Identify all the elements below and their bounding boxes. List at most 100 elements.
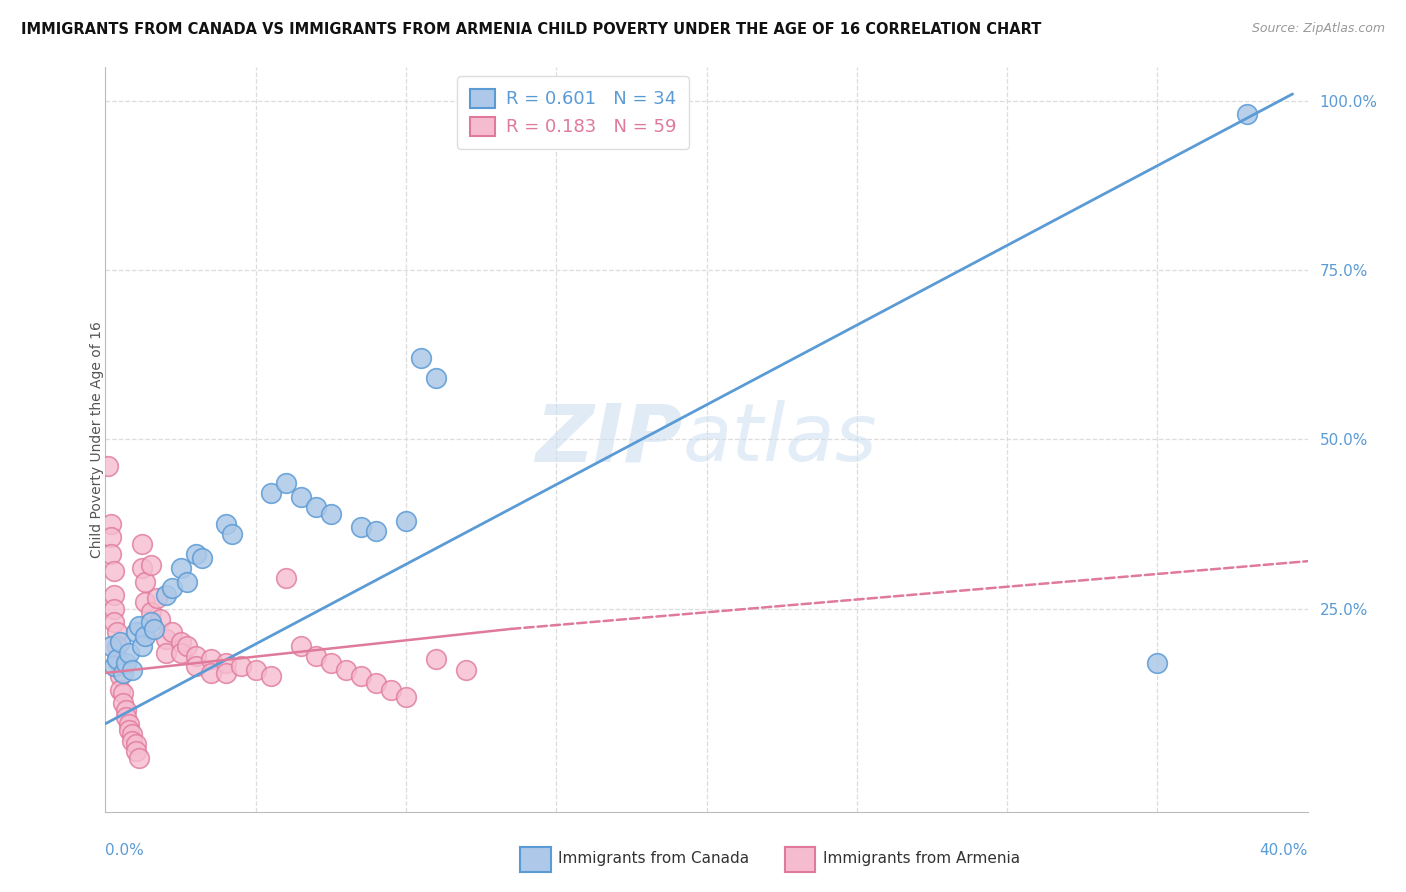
Point — [364, 676, 387, 690]
Point — [148, 612, 170, 626]
Text: IMMIGRANTS FROM CANADA VS IMMIGRANTS FROM ARMENIA CHILD POVERTY UNDER THE AGE OF: IMMIGRANTS FROM CANADA VS IMMIGRANTS FRO… — [21, 22, 1042, 37]
Point — [100, 639, 122, 653]
Point — [169, 635, 191, 649]
Point — [155, 632, 177, 646]
Point — [190, 550, 212, 565]
Text: atlas: atlas — [682, 401, 877, 478]
Point — [124, 744, 146, 758]
Point — [184, 659, 207, 673]
Point — [364, 524, 387, 538]
Point — [110, 659, 132, 673]
Text: ZIP: ZIP — [536, 401, 682, 478]
Point — [319, 656, 342, 670]
Point — [425, 652, 447, 666]
Point — [395, 690, 418, 704]
Point — [110, 669, 132, 683]
Point — [103, 565, 125, 579]
Point — [139, 558, 162, 572]
Point — [124, 737, 146, 751]
Point — [118, 716, 141, 731]
Point — [176, 574, 198, 589]
Point — [274, 476, 297, 491]
Point — [107, 639, 129, 653]
Point — [1236, 107, 1258, 121]
Point — [121, 733, 143, 747]
Point — [118, 646, 141, 660]
Text: 40.0%: 40.0% — [1260, 843, 1308, 858]
Point — [134, 595, 156, 609]
Point — [214, 516, 236, 531]
Point — [103, 588, 125, 602]
Point — [110, 682, 132, 697]
Point — [100, 531, 122, 545]
Legend: R = 0.601   N = 34, R = 0.183   N = 59: R = 0.601 N = 34, R = 0.183 N = 59 — [457, 76, 689, 149]
Point — [214, 656, 236, 670]
Point — [139, 615, 162, 629]
Point — [107, 652, 129, 666]
Point — [200, 652, 222, 666]
Point — [103, 659, 125, 673]
Point — [139, 605, 162, 619]
Point — [131, 639, 153, 653]
Point — [1146, 656, 1168, 670]
Point — [134, 574, 156, 589]
Point — [245, 663, 267, 677]
Point — [118, 723, 141, 738]
Point — [142, 622, 165, 636]
Point — [274, 571, 297, 585]
Point — [115, 656, 138, 670]
Point — [214, 665, 236, 680]
Text: Immigrants from Canada: Immigrants from Canada — [558, 851, 749, 865]
Point — [229, 659, 252, 673]
Text: Immigrants from Armenia: Immigrants from Armenia — [823, 851, 1019, 865]
Point — [112, 686, 135, 700]
Point — [145, 591, 167, 606]
Point — [128, 618, 150, 632]
Point — [110, 635, 132, 649]
Point — [454, 663, 477, 677]
Point — [184, 548, 207, 562]
Point — [121, 727, 143, 741]
Y-axis label: Child Poverty Under the Age of 16: Child Poverty Under the Age of 16 — [90, 321, 104, 558]
Text: Source: ZipAtlas.com: Source: ZipAtlas.com — [1251, 22, 1385, 36]
Point — [425, 371, 447, 385]
Point — [155, 646, 177, 660]
Point — [305, 500, 328, 514]
Point — [184, 648, 207, 663]
Text: 0.0%: 0.0% — [105, 843, 145, 858]
Point — [160, 582, 183, 596]
Point — [115, 710, 138, 724]
Point — [290, 639, 312, 653]
Point — [176, 639, 198, 653]
Point — [395, 514, 418, 528]
Point — [134, 629, 156, 643]
Point — [131, 561, 153, 575]
Point — [350, 669, 373, 683]
Point — [131, 537, 153, 551]
Point — [112, 665, 135, 680]
Point — [260, 669, 283, 683]
Point — [290, 490, 312, 504]
Point — [97, 459, 120, 474]
Point — [260, 486, 283, 500]
Point — [115, 703, 138, 717]
Point — [155, 588, 177, 602]
Point — [128, 750, 150, 764]
Point — [380, 682, 402, 697]
Point — [100, 548, 122, 562]
Point — [319, 507, 342, 521]
Point — [124, 625, 146, 640]
Point — [121, 663, 143, 677]
Point — [305, 648, 328, 663]
Point — [335, 663, 357, 677]
Point — [103, 615, 125, 629]
Point — [107, 625, 129, 640]
Point — [409, 351, 432, 365]
Point — [103, 601, 125, 615]
Point — [200, 665, 222, 680]
Point — [169, 561, 191, 575]
Point — [221, 527, 243, 541]
Point — [160, 625, 183, 640]
Point — [169, 646, 191, 660]
Point — [350, 520, 373, 534]
